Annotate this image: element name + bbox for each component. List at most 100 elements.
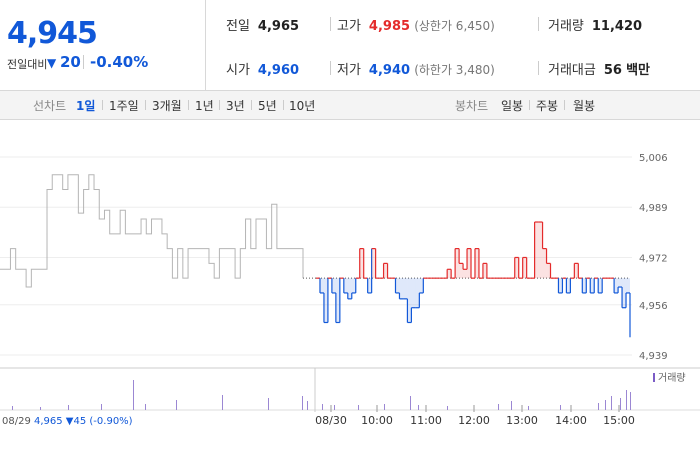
change-label: 전일대비 (7, 58, 48, 71)
divider (145, 100, 146, 110)
volume-bar (358, 405, 359, 410)
y-tick-label: 4,972 (639, 253, 668, 264)
period-1w[interactable]: 1주일 (109, 99, 139, 113)
volume-bar (68, 405, 69, 410)
candle-daily[interactable]: 일봉 (501, 99, 524, 113)
period-1y[interactable]: 1년 (195, 99, 214, 113)
x-tick-label: 11:00 (410, 414, 442, 427)
area-up (447, 269, 452, 279)
divider (83, 55, 84, 69)
candle-monthly[interactable]: 월봉 (573, 99, 596, 113)
y-tick-label: 4,989 (639, 203, 668, 214)
area-down (319, 278, 324, 293)
area-down (415, 278, 420, 308)
prev-day-label: 08/29 (2, 416, 31, 427)
divider (330, 17, 331, 31)
volume-bar (322, 404, 323, 410)
area-up (467, 248, 472, 279)
divider (330, 61, 331, 75)
area-down (331, 278, 336, 293)
area-down (343, 278, 348, 293)
volume-bar (560, 405, 561, 410)
period-5y[interactable]: 5년 (258, 99, 277, 113)
prev-day-line (0, 174, 304, 288)
volume-bar (145, 404, 146, 410)
area-up (542, 248, 547, 279)
area-down (407, 278, 412, 323)
y-tick-label: 5,006 (639, 153, 668, 164)
divider (538, 17, 539, 31)
volume-bar (133, 380, 134, 410)
area-up (463, 269, 468, 279)
area-up (546, 263, 551, 279)
volume-bar (410, 396, 411, 410)
volume-bar (418, 405, 419, 410)
volume-bar (101, 404, 102, 410)
divider (188, 100, 189, 110)
period-3m[interactable]: 3개월 (152, 99, 182, 113)
volume-bar (268, 398, 269, 410)
area-up (534, 222, 539, 279)
volume-bar (384, 404, 385, 410)
change-value: 20 (60, 53, 81, 71)
area-up (455, 248, 460, 279)
y-tick-label: 4,939 (639, 351, 668, 362)
volume-bar (511, 401, 512, 410)
volume-bar (598, 403, 599, 410)
area-down (618, 278, 623, 288)
area-down (395, 278, 400, 293)
volume-bar (630, 392, 631, 410)
series (0, 174, 631, 338)
divider (283, 100, 284, 110)
divider (529, 100, 530, 110)
divider (219, 100, 220, 110)
price-box: 4,945 전일대비 ▼ 20 -0.40% (0, 0, 206, 90)
volume-bar (498, 404, 499, 410)
area-down (582, 278, 587, 293)
area-down (626, 278, 630, 293)
area-down (419, 278, 424, 293)
area-up (359, 248, 364, 279)
x-tick-label: 13:00 (506, 414, 538, 427)
area-up (459, 263, 464, 279)
x-tick-label: 14:00 (555, 414, 587, 427)
area-down (399, 278, 404, 299)
trade-amount: 거래대금 56 백만 (548, 63, 650, 78)
candle-chart-label: 봉차트 (455, 99, 489, 113)
volume-legend-swatch (653, 373, 655, 382)
period-bar: 선차트 1일 1주일 3개월 1년 3년 5년 10년 봉차트 일봉 주봉 월봉 (0, 91, 700, 120)
period-1d[interactable]: 1일 (76, 99, 96, 113)
volume-bar (447, 406, 448, 410)
area-up (474, 248, 479, 279)
current-price: 4,945 (7, 16, 98, 51)
chart-bg (0, 120, 700, 450)
divider (102, 100, 103, 110)
area-down (411, 278, 416, 308)
area-up (482, 263, 487, 279)
volume-bar (334, 405, 335, 410)
period-3y[interactable]: 3년 (226, 99, 245, 113)
volume: 거래량 11,420 (548, 19, 643, 34)
volume-legend: 거래량 (658, 372, 686, 384)
area-down (566, 278, 571, 293)
change-percent: -0.40% (90, 53, 149, 71)
area-down (367, 278, 372, 293)
area-up (371, 248, 376, 279)
open-price: 시가 4,960 (226, 63, 300, 78)
area-down (590, 278, 595, 293)
candle-weekly[interactable]: 주봉 (536, 99, 559, 113)
y-tick-label: 4,956 (639, 301, 668, 312)
day-low: 저가 4,940 (하한가 3,480) (337, 63, 495, 78)
area-down (622, 278, 627, 308)
volume-bar (620, 398, 621, 410)
volume-bar (176, 400, 177, 410)
x-tick-label: 10:00 (361, 414, 393, 427)
period-10y[interactable]: 10년 (289, 99, 316, 113)
prev-day-value: 4,965 ▼45 (-0.90%) (34, 416, 133, 427)
volume-bar (40, 407, 41, 410)
volume-bar (12, 406, 13, 410)
area-down (598, 278, 603, 293)
x-tick-label: 12:00 (458, 414, 490, 427)
divider (564, 100, 565, 110)
